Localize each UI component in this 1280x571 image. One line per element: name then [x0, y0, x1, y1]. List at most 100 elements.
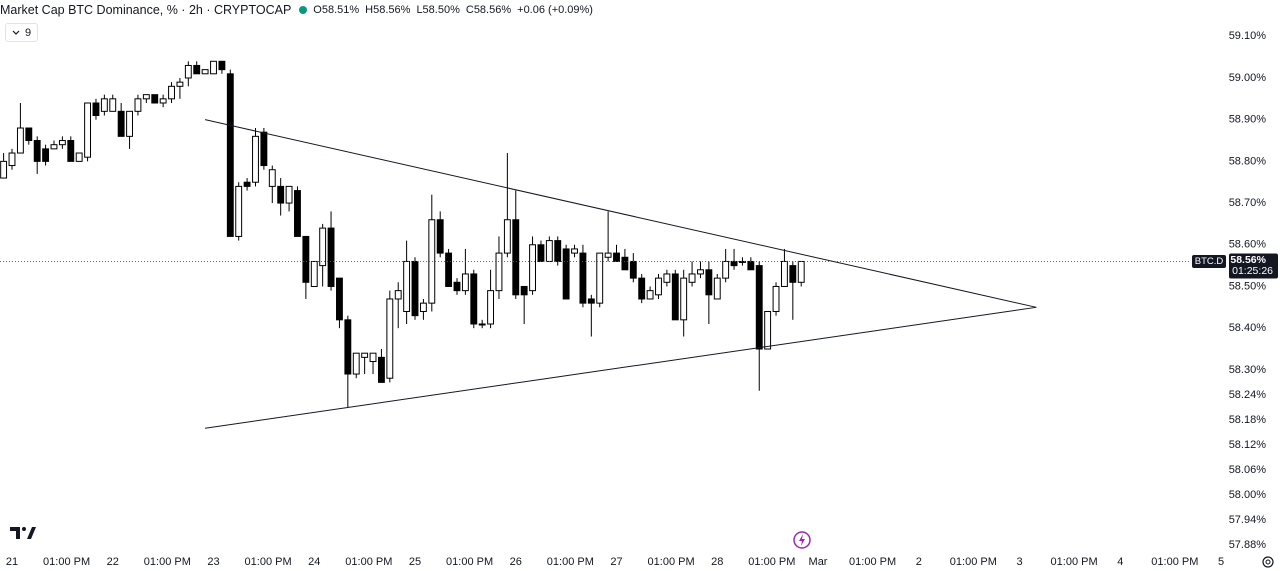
- candle: [394, 282, 402, 329]
- candle: [193, 61, 201, 75]
- x-tick-label: 01:00 PM: [547, 556, 594, 568]
- candle-body: [579, 252, 587, 304]
- candle-body: [621, 256, 629, 271]
- x-tick-label: 01:00 PM: [245, 556, 292, 568]
- candle: [713, 273, 721, 300]
- candle-body: [419, 302, 427, 312]
- candle-body: [75, 152, 83, 162]
- candle: [545, 236, 553, 262]
- candle-body: [604, 252, 612, 258]
- candle: [705, 261, 713, 324]
- candle-body: [453, 281, 461, 292]
- x-tick-label: 01:00 PM: [950, 556, 997, 568]
- candle: [411, 257, 419, 320]
- candle: [419, 298, 427, 320]
- candle: [445, 248, 453, 287]
- candle: [680, 269, 688, 337]
- candle-body: [277, 185, 285, 204]
- y-tick-label: 58.70%: [1229, 197, 1267, 209]
- candle-body: [587, 298, 595, 304]
- candle-body: [487, 290, 495, 325]
- candle: [8, 148, 16, 170]
- y-tick-label: 58.60%: [1229, 239, 1267, 251]
- candle-body: [461, 273, 469, 292]
- candle: [587, 294, 595, 337]
- y-tick-label: 58.18%: [1229, 414, 1267, 426]
- candle-body: [512, 219, 520, 296]
- candle-body: [302, 235, 310, 283]
- candle-body: [638, 277, 646, 300]
- candle: [529, 236, 536, 295]
- candle: [386, 290, 394, 383]
- candle: [16, 102, 24, 154]
- candle: [243, 178, 251, 191]
- candle-body: [67, 140, 75, 162]
- candle-body: [352, 352, 360, 375]
- candle: [579, 244, 587, 308]
- candle-body: [697, 269, 704, 275]
- candle-body: [33, 140, 41, 162]
- candle-body: [663, 273, 671, 283]
- candle: [604, 211, 612, 262]
- candle-body: [739, 260, 746, 263]
- candle: [436, 211, 444, 258]
- candle-body: [25, 127, 33, 142]
- candle-body: [445, 252, 453, 287]
- candle: [780, 248, 788, 287]
- candle-body: [252, 135, 259, 183]
- candle-body: [134, 98, 142, 112]
- candle: [151, 94, 159, 104]
- candle: [403, 240, 411, 324]
- candle-body: [629, 260, 637, 279]
- candle: [336, 277, 343, 329]
- candle: [126, 110, 133, 149]
- legend-header: Market Cap BTC Dominance, % · 2h · CRYPT…: [0, 3, 593, 17]
- candle: [226, 69, 234, 237]
- candle-body: [151, 94, 159, 104]
- lightning-icon[interactable]: [793, 531, 811, 549]
- candle-body: [327, 227, 335, 287]
- candle-body: [797, 260, 805, 283]
- candle-body: [713, 277, 721, 300]
- indicators-toggle[interactable]: 9: [5, 23, 39, 42]
- candle: [260, 128, 268, 170]
- candle-body: [268, 169, 276, 187]
- candle-body: [159, 98, 167, 104]
- candle: [252, 128, 259, 187]
- candle: [84, 102, 92, 162]
- candle-body: [260, 131, 268, 167]
- candle: [184, 61, 192, 87]
- x-tick-label: 2: [916, 556, 922, 568]
- candle: [33, 136, 41, 174]
- candle-body: [243, 181, 251, 187]
- candle-body: [747, 260, 755, 271]
- x-tick-label: 01:00 PM: [849, 556, 896, 568]
- candle-body: [646, 290, 654, 300]
- x-tick-label: 24: [308, 556, 320, 568]
- candle-body: [503, 219, 511, 254]
- candle: [134, 94, 142, 116]
- candle-body: [571, 248, 578, 254]
- candle-body: [336, 277, 343, 321]
- candle: [75, 152, 83, 162]
- candle: [520, 285, 528, 324]
- y-tick-label: 58.50%: [1229, 280, 1267, 292]
- candle-body: [193, 64, 201, 75]
- candle: [562, 244, 570, 300]
- candle-body: [688, 273, 696, 283]
- ohlc-change: +0.06 (+0.09%): [517, 4, 593, 16]
- candle-body: [168, 85, 175, 100]
- candle: [470, 269, 478, 329]
- candle: [478, 319, 486, 329]
- candle-body: [386, 298, 394, 379]
- candle: [772, 282, 780, 316]
- candle: [554, 236, 562, 266]
- candle: [764, 310, 772, 350]
- candle-body: [92, 102, 100, 117]
- settings-icon[interactable]: [1262, 556, 1274, 568]
- candle: [50, 140, 58, 150]
- candle-body: [8, 152, 16, 167]
- candle-body: [596, 252, 604, 304]
